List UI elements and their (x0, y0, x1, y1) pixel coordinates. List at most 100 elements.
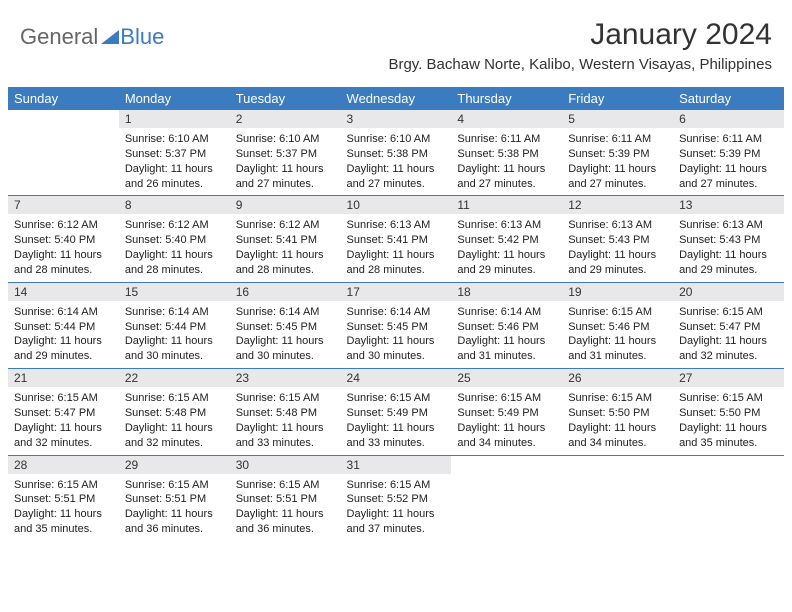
sunset-line: Sunset: 5:45 PM (236, 320, 335, 335)
sunrise-line: Sunrise: 6:12 AM (236, 218, 335, 233)
day-body-cell: Sunrise: 6:15 AMSunset: 5:48 PMDaylight:… (119, 387, 230, 455)
sunset-line: Sunset: 5:50 PM (568, 406, 667, 421)
day-body-row: Sunrise: 6:14 AMSunset: 5:44 PMDaylight:… (8, 301, 784, 369)
day-body-cell: Sunrise: 6:13 AMSunset: 5:43 PMDaylight:… (673, 214, 784, 282)
brand-triangle-icon (101, 28, 119, 49)
sunset-line: Sunset: 5:42 PM (457, 233, 556, 248)
day-number-cell: 24 (341, 369, 452, 388)
sunrise-line: Sunrise: 6:14 AM (457, 305, 556, 320)
sunrise-line: Sunrise: 6:13 AM (568, 218, 667, 233)
weekday-header: Saturday (673, 87, 784, 110)
day-body-cell: Sunrise: 6:15 AMSunset: 5:49 PMDaylight:… (341, 387, 452, 455)
weekday-header: Friday (562, 87, 673, 110)
day-number-cell: 13 (673, 196, 784, 215)
sunrise-line: Sunrise: 6:15 AM (679, 305, 778, 320)
weekday-header: Monday (119, 87, 230, 110)
weekday-header: Thursday (451, 87, 562, 110)
daylight-line: Daylight: 11 hours and 27 minutes. (457, 162, 556, 192)
brand-part2: Blue (120, 24, 164, 50)
sunset-line: Sunset: 5:50 PM (679, 406, 778, 421)
day-number-cell: 17 (341, 282, 452, 301)
day-number-cell: 30 (230, 455, 341, 474)
day-body-row: Sunrise: 6:15 AMSunset: 5:47 PMDaylight:… (8, 387, 784, 455)
day-number-cell (562, 455, 673, 474)
daylight-line: Daylight: 11 hours and 28 minutes. (236, 248, 335, 278)
day-number-cell: 1 (119, 110, 230, 128)
day-body-cell: Sunrise: 6:15 AMSunset: 5:47 PMDaylight:… (673, 301, 784, 369)
day-number-cell: 3 (341, 110, 452, 128)
daylight-line: Daylight: 11 hours and 29 minutes. (457, 248, 556, 278)
sunrise-line: Sunrise: 6:10 AM (347, 132, 446, 147)
daylight-line: Daylight: 11 hours and 34 minutes. (568, 421, 667, 451)
sunrise-line: Sunrise: 6:15 AM (347, 391, 446, 406)
sunrise-line: Sunrise: 6:15 AM (236, 478, 335, 493)
sunrise-line: Sunrise: 6:15 AM (457, 391, 556, 406)
day-number-cell: 22 (119, 369, 230, 388)
daylight-line: Daylight: 11 hours and 32 minutes. (679, 334, 778, 364)
sunrise-line: Sunrise: 6:15 AM (14, 391, 113, 406)
sunset-line: Sunset: 5:51 PM (125, 492, 224, 507)
sunset-line: Sunset: 5:43 PM (679, 233, 778, 248)
sunrise-line: Sunrise: 6:14 AM (236, 305, 335, 320)
day-body-row: Sunrise: 6:15 AMSunset: 5:51 PMDaylight:… (8, 474, 784, 541)
month-title: January 2024 (388, 18, 772, 52)
day-number-row: 14151617181920 (8, 282, 784, 301)
day-body-cell: Sunrise: 6:12 AMSunset: 5:40 PMDaylight:… (119, 214, 230, 282)
day-number-cell: 9 (230, 196, 341, 215)
daylight-line: Daylight: 11 hours and 27 minutes. (568, 162, 667, 192)
sunrise-line: Sunrise: 6:15 AM (125, 478, 224, 493)
day-number-cell: 16 (230, 282, 341, 301)
day-body-cell: Sunrise: 6:14 AMSunset: 5:44 PMDaylight:… (8, 301, 119, 369)
title-group: January 2024 Brgy. Bachaw Norte, Kalibo,… (388, 18, 772, 73)
day-body-cell: Sunrise: 6:15 AMSunset: 5:48 PMDaylight:… (230, 387, 341, 455)
weekday-header: Tuesday (230, 87, 341, 110)
day-number-row: 123456 (8, 110, 784, 128)
sunrise-line: Sunrise: 6:15 AM (236, 391, 335, 406)
day-body-cell: Sunrise: 6:14 AMSunset: 5:45 PMDaylight:… (230, 301, 341, 369)
day-number-cell: 8 (119, 196, 230, 215)
day-number-cell: 26 (562, 369, 673, 388)
day-number-row: 78910111213 (8, 196, 784, 215)
daylight-line: Daylight: 11 hours and 29 minutes. (14, 334, 113, 364)
sunrise-line: Sunrise: 6:13 AM (347, 218, 446, 233)
sunrise-line: Sunrise: 6:14 AM (125, 305, 224, 320)
sunset-line: Sunset: 5:44 PM (125, 320, 224, 335)
daylight-line: Daylight: 11 hours and 29 minutes. (568, 248, 667, 278)
day-body-cell: Sunrise: 6:13 AMSunset: 5:41 PMDaylight:… (341, 214, 452, 282)
daylight-line: Daylight: 11 hours and 28 minutes. (125, 248, 224, 278)
day-body-cell: Sunrise: 6:12 AMSunset: 5:41 PMDaylight:… (230, 214, 341, 282)
day-number-cell: 29 (119, 455, 230, 474)
day-number-cell (8, 110, 119, 128)
day-body-cell: Sunrise: 6:15 AMSunset: 5:49 PMDaylight:… (451, 387, 562, 455)
sunset-line: Sunset: 5:41 PM (347, 233, 446, 248)
brand-part1: General (20, 24, 98, 50)
calendar-table: SundayMondayTuesdayWednesdayThursdayFrid… (8, 87, 784, 541)
daylight-line: Daylight: 11 hours and 30 minutes. (236, 334, 335, 364)
day-number-cell (673, 455, 784, 474)
page-header: General Blue January 2024 Brgy. Bachaw N… (0, 0, 792, 77)
day-body-cell: Sunrise: 6:15 AMSunset: 5:51 PMDaylight:… (8, 474, 119, 541)
daylight-line: Daylight: 11 hours and 36 minutes. (236, 507, 335, 537)
sunset-line: Sunset: 5:52 PM (347, 492, 446, 507)
sunrise-line: Sunrise: 6:11 AM (679, 132, 778, 147)
day-body-cell (451, 474, 562, 541)
sunrise-line: Sunrise: 6:13 AM (457, 218, 556, 233)
day-body-cell: Sunrise: 6:15 AMSunset: 5:51 PMDaylight:… (230, 474, 341, 541)
daylight-line: Daylight: 11 hours and 35 minutes. (679, 421, 778, 451)
sunrise-line: Sunrise: 6:15 AM (125, 391, 224, 406)
day-number-cell: 15 (119, 282, 230, 301)
sunset-line: Sunset: 5:48 PM (125, 406, 224, 421)
day-body-cell: Sunrise: 6:11 AMSunset: 5:39 PMDaylight:… (673, 128, 784, 196)
day-number-cell: 23 (230, 369, 341, 388)
brand-logo: General Blue (20, 18, 164, 50)
sunset-line: Sunset: 5:51 PM (236, 492, 335, 507)
day-number-row: 28293031 (8, 455, 784, 474)
day-number-cell: 19 (562, 282, 673, 301)
day-body-row: Sunrise: 6:12 AMSunset: 5:40 PMDaylight:… (8, 214, 784, 282)
day-number-cell: 20 (673, 282, 784, 301)
daylight-line: Daylight: 11 hours and 33 minutes. (236, 421, 335, 451)
day-number-cell: 10 (341, 196, 452, 215)
day-number-cell: 14 (8, 282, 119, 301)
sunset-line: Sunset: 5:45 PM (347, 320, 446, 335)
daylight-line: Daylight: 11 hours and 31 minutes. (457, 334, 556, 364)
